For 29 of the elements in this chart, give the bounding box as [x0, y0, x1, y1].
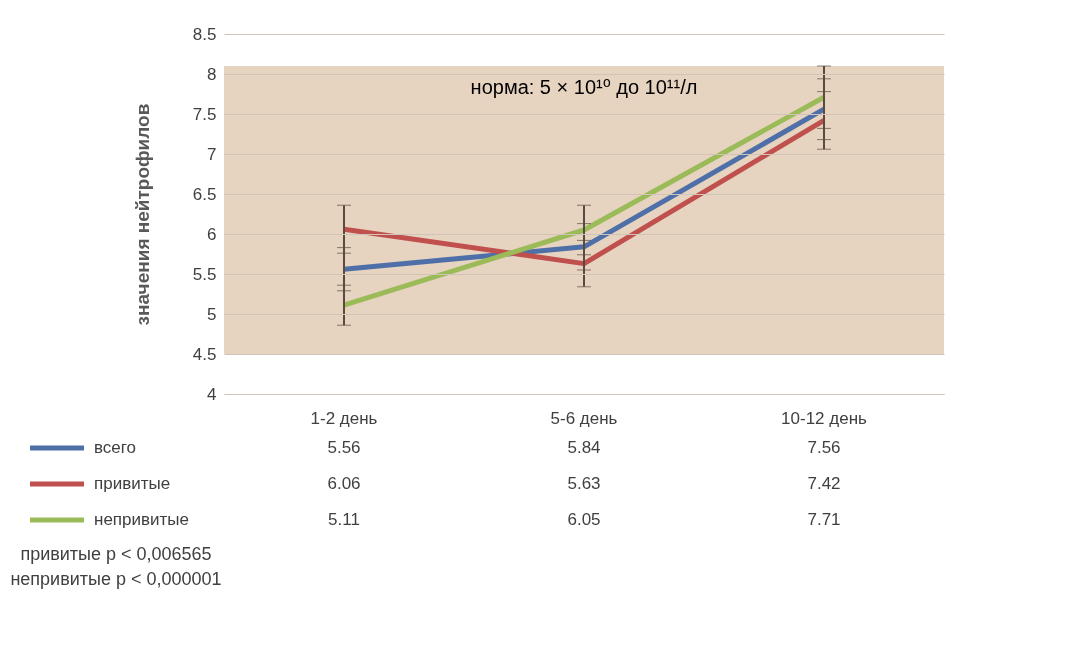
- data-label: 5.11: [328, 510, 360, 529]
- legend-label: привитые: [94, 474, 171, 493]
- data-label: 5.84: [567, 438, 601, 457]
- data-label: 6.06: [327, 474, 361, 493]
- y-tick-label: 8.5: [192, 24, 217, 44]
- data-label: 7.56: [807, 438, 841, 457]
- y-tick-label: 5: [207, 304, 217, 324]
- x-tick-label: 10-12 день: [781, 408, 868, 428]
- y-tick-label: 6.5: [192, 184, 217, 204]
- data-label: 5.63: [567, 474, 601, 493]
- legend-label: непривитые: [94, 510, 189, 529]
- y-tick-label: 5.5: [192, 264, 217, 284]
- y-tick-label: 4: [207, 384, 217, 404]
- x-tick-label: 1-2 день: [310, 408, 378, 428]
- band-label: норма: 5 × 10¹⁰ до 10¹¹/л: [470, 76, 698, 98]
- text: непривитые p < 0,000001: [10, 568, 222, 589]
- data-label: 7.42: [807, 474, 841, 493]
- data-label: 7.71: [807, 510, 841, 529]
- y-tick-label: 8: [207, 64, 217, 84]
- data-label: 5.56: [327, 438, 361, 457]
- legend-label: всего: [94, 438, 137, 457]
- y-tick-label: 6: [207, 224, 217, 244]
- y-tick-label: 7.5: [192, 104, 217, 124]
- y-tick-label: 4.5: [192, 344, 217, 364]
- y-axis-title: значения нейтрофилов: [131, 103, 153, 326]
- x-tick-label: 5-6 день: [550, 408, 618, 428]
- data-label: 6.05: [567, 510, 601, 529]
- text: привитые p < 0,006565: [20, 543, 212, 564]
- y-tick-label: 7: [207, 144, 217, 164]
